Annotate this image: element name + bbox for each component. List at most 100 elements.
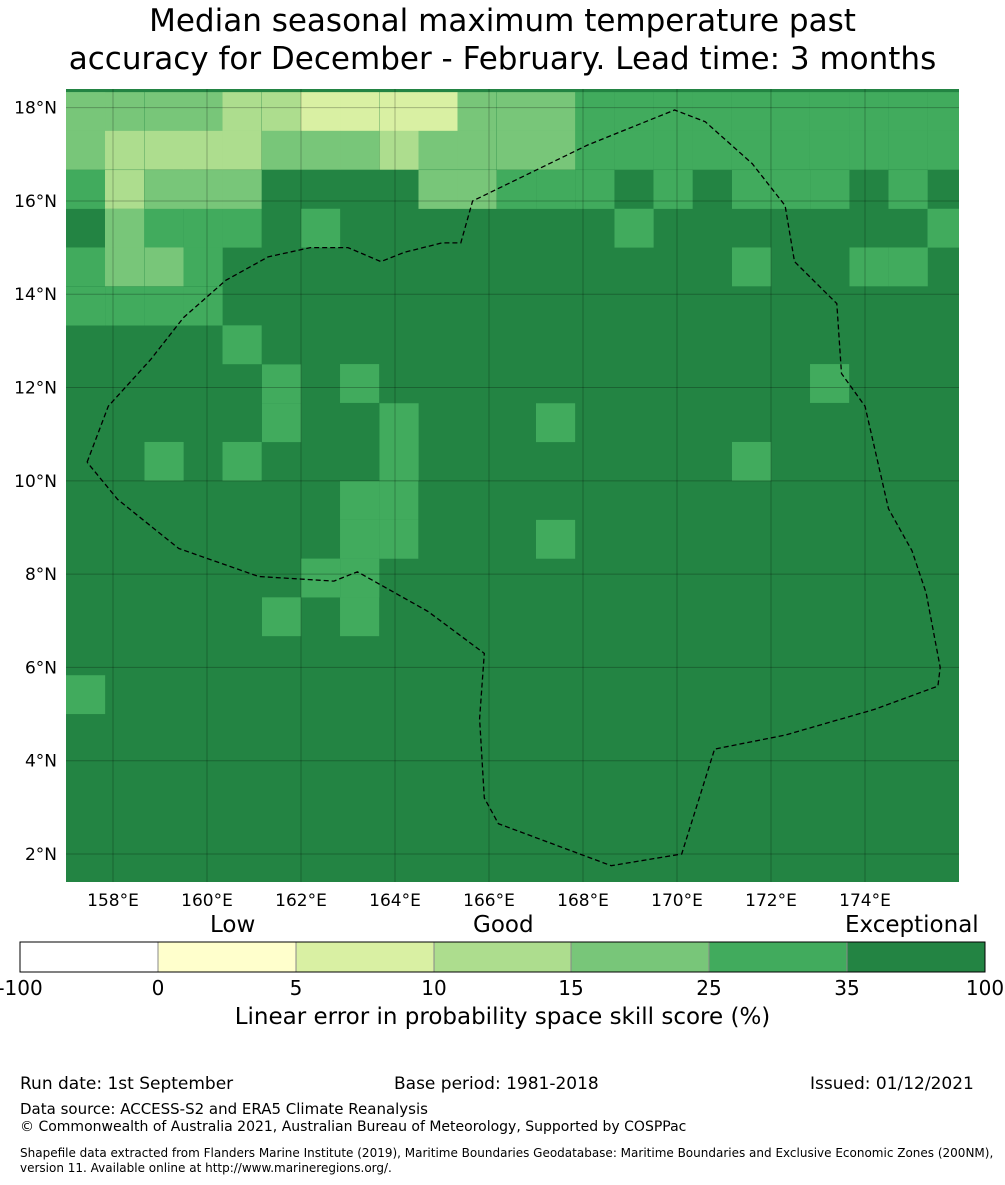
map-cell: [222, 130, 262, 170]
colorbar-segment: [295, 941, 435, 973]
map-cell: [183, 286, 223, 326]
map-cell: [888, 247, 928, 287]
map-cell: [340, 519, 380, 559]
colorbar-word-good: Good: [473, 912, 534, 938]
colorbar-frame: [19, 941, 986, 973]
map-cell: [536, 92, 576, 131]
title-line-1: Median seasonal maximum temperature past: [149, 3, 856, 39]
title-line-2: accuracy for December - February. Lead t…: [68, 41, 937, 77]
colorbar-tick-label: 0: [152, 976, 165, 1000]
lon-tick-label: 168°E: [557, 891, 609, 911]
map-cell: [105, 170, 145, 209]
map-cell: [692, 92, 732, 131]
map-cell: [261, 130, 302, 170]
map-cell: [888, 92, 928, 131]
map-cell: [731, 130, 771, 170]
map-cell: [222, 92, 262, 131]
issued-date: Issued: 01/12/2021: [810, 1074, 974, 1094]
colorbar-segment: [570, 941, 710, 973]
map-cell: [418, 170, 458, 209]
map-cell: [261, 92, 302, 131]
map-cell: [261, 597, 302, 637]
lat-tick-label: 8°N: [25, 565, 57, 585]
map-cell: [66, 170, 106, 209]
map-cell: [144, 92, 184, 131]
map-cell: [536, 130, 576, 170]
map-cell: [614, 130, 654, 170]
map-cell: [653, 130, 693, 170]
colorbar-label: Linear error in probability space skill …: [234, 1004, 771, 1030]
colorbar-word-low: Low: [210, 912, 256, 938]
map-cell: [692, 130, 732, 170]
data-source: Data source: ACCESS-S2 and ERA5 Climate …: [20, 1100, 428, 1118]
map-cell: [731, 247, 772, 287]
map-cell: [66, 130, 106, 170]
lat-tick-label: 2°N: [25, 845, 57, 865]
map-cell: [575, 92, 615, 131]
colorbar-segment: [433, 941, 572, 973]
map-cell: [379, 92, 419, 131]
lat-tick-label: 16°N: [14, 192, 57, 212]
map-cell: [66, 92, 106, 131]
map-cell: [653, 92, 693, 131]
map-cell: [105, 130, 145, 170]
colorbar-segment: [846, 941, 986, 973]
map-cell: [105, 92, 145, 131]
colorbar-tick-label: 25: [696, 976, 721, 1000]
map-cell: [457, 130, 497, 170]
map-cell: [301, 208, 341, 248]
map-cell: [379, 130, 419, 170]
map-cell: [340, 558, 380, 598]
chart-title: Median seasonal maximum temperature past…: [0, 2, 1005, 78]
map-cell: [927, 208, 959, 248]
map-cell: [888, 130, 928, 170]
map-cell: [183, 92, 223, 131]
map-cell: [144, 286, 184, 326]
map-cell: [340, 130, 380, 170]
map-cell: [810, 364, 850, 403]
map-cell: [653, 170, 693, 209]
lat-tick-label: 14°N: [14, 285, 57, 305]
map-cell: [379, 441, 419, 481]
lat-tick-label: 18°N: [14, 99, 57, 119]
map-cell: [888, 170, 928, 209]
map-cell: [614, 208, 654, 248]
colorbar-tick-label: 10: [421, 976, 446, 1000]
colorbar-tick-label: 35: [834, 976, 859, 1000]
map-cell: [183, 247, 223, 287]
map-cell: [418, 130, 458, 170]
lon-tick-label: 160°E: [181, 891, 233, 911]
eez-boundary-line: [86, 109, 941, 867]
map-cell: [927, 92, 959, 131]
map-cell: [66, 675, 106, 715]
lon-tick-label: 166°E: [463, 891, 515, 911]
map-cell: [457, 92, 497, 131]
map-cell: [301, 558, 341, 598]
map-cell: [105, 208, 145, 248]
map-cell: [144, 247, 184, 287]
map-cell: [849, 92, 889, 131]
map-cell: [222, 441, 262, 481]
lat-tick-label: 10°N: [14, 472, 57, 492]
map-cell: [379, 519, 419, 559]
map-cell: [340, 364, 380, 403]
map-cell: [222, 170, 262, 209]
colorbar-segment: [157, 941, 297, 973]
run-date: Run date: 1st September: [20, 1074, 234, 1094]
map-cell: [849, 130, 889, 170]
colorbar-tick-label: -100: [0, 976, 43, 1000]
map-cell: [261, 403, 302, 443]
map-cell: [301, 130, 341, 170]
lat-tick-label: 6°N: [25, 658, 57, 678]
map-cell: [496, 170, 537, 209]
lon-tick-label: 172°E: [745, 891, 797, 911]
map-cell: [536, 403, 576, 443]
map-cell: [379, 403, 419, 443]
map-cell: [183, 208, 223, 248]
map-cell: [340, 92, 380, 131]
map-cell: [575, 170, 615, 209]
map-cell: [105, 247, 145, 287]
colorbar-tick-label: 15: [558, 976, 583, 1000]
map-cell: [770, 92, 810, 131]
map-cell: [536, 519, 576, 559]
